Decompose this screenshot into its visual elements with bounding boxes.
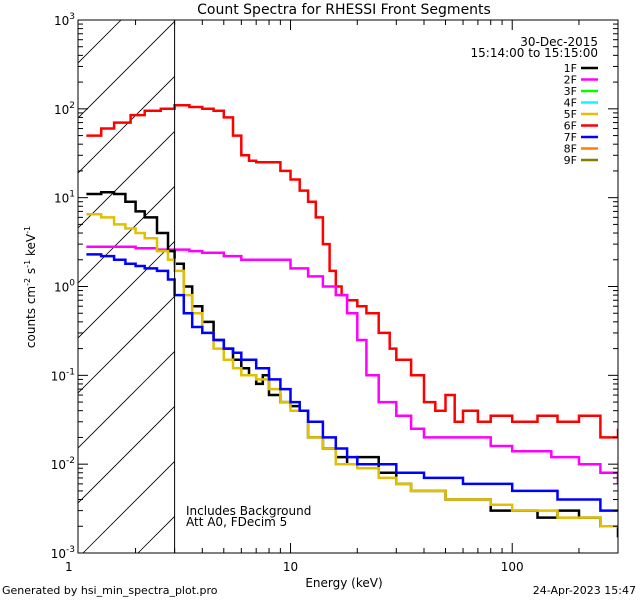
y-tick-label: 100 <box>54 279 75 295</box>
y-label-exp3: -1 <box>23 226 32 234</box>
hatch-line <box>78 350 175 449</box>
series-line-1F <box>86 191 618 538</box>
x-axis-label: Energy (keV) <box>305 576 382 590</box>
y-label-exp1: -2 <box>23 278 32 286</box>
date-label: 30-Dec-2015 <box>520 35 598 49</box>
legend-label-9F: 9F <box>564 154 577 167</box>
annotation-attenuator: Att A0, FDecim 5 <box>186 515 287 529</box>
hatch-line <box>248 0 640 553</box>
legend-label-1F: 1F <box>564 62 577 75</box>
legend-label-6F: 6F <box>564 120 577 133</box>
legend-label-4F: 4F <box>564 97 577 110</box>
y-tick-label: 103 <box>54 12 75 28</box>
legend-label-7F: 7F <box>564 131 577 144</box>
y-tick-labels: 10-3 10-2 10-1 100 101 102 103 <box>51 12 76 561</box>
annotation-background: Includes Background <box>186 504 311 518</box>
chart-title: Count Spectra for RHESSI Front Segments <box>197 2 491 18</box>
hatch-line <box>303 0 640 553</box>
hatch-line <box>78 75 175 174</box>
series-line-2F <box>86 245 618 484</box>
y-tick-label: 10-1 <box>51 367 75 383</box>
y-label-exp2: -1 <box>23 260 32 268</box>
axis-ticks <box>78 19 619 554</box>
time-range-label: 15:14:00 to 15:15:00 <box>471 46 598 60</box>
x-tick-labels: 1 10 100 <box>65 560 524 574</box>
hatch-line <box>0 0 78 553</box>
y-label-unit: keV <box>24 233 38 260</box>
x-tick-label: 10 <box>283 560 298 574</box>
y-tick-label: 101 <box>54 190 75 206</box>
series-line-5F <box>86 213 618 528</box>
series-line-7F <box>86 253 618 512</box>
y-axis-label: counts cm-2 s-1 keV-1 <box>23 226 38 348</box>
x-tick-label: 100 <box>501 560 524 574</box>
series-line-6F <box>86 103 618 439</box>
hatch-line <box>78 185 175 284</box>
hatch-line <box>82 460 175 553</box>
hatched-region <box>0 0 640 553</box>
y-tick-label: 10-3 <box>51 545 75 561</box>
hatch-line <box>78 405 175 504</box>
legend-label-5F: 5F <box>564 108 577 121</box>
legend-label-8F: 8F <box>564 143 577 156</box>
hatch-line <box>78 20 175 119</box>
legend-label-3F: 3F <box>564 85 577 98</box>
legend-label-2F: 2F <box>564 74 577 87</box>
footer-timestamp: 24-Apr-2023 15:47 <box>533 584 636 597</box>
footer-generated-by: Generated by hsi_min_spectra_plot.pro <box>2 584 218 597</box>
y-label-base: counts cm <box>24 286 38 348</box>
y-label-mid: s <box>24 268 38 278</box>
hatch-line <box>78 240 175 339</box>
plot-frame <box>77 19 619 554</box>
hatch-line <box>78 20 122 64</box>
x-tick-label: 1 <box>65 560 73 574</box>
y-tick-label: 10-2 <box>51 456 75 472</box>
hatch-line <box>358 0 640 553</box>
series-layer <box>86 103 618 538</box>
y-tick-label: 102 <box>54 101 75 117</box>
